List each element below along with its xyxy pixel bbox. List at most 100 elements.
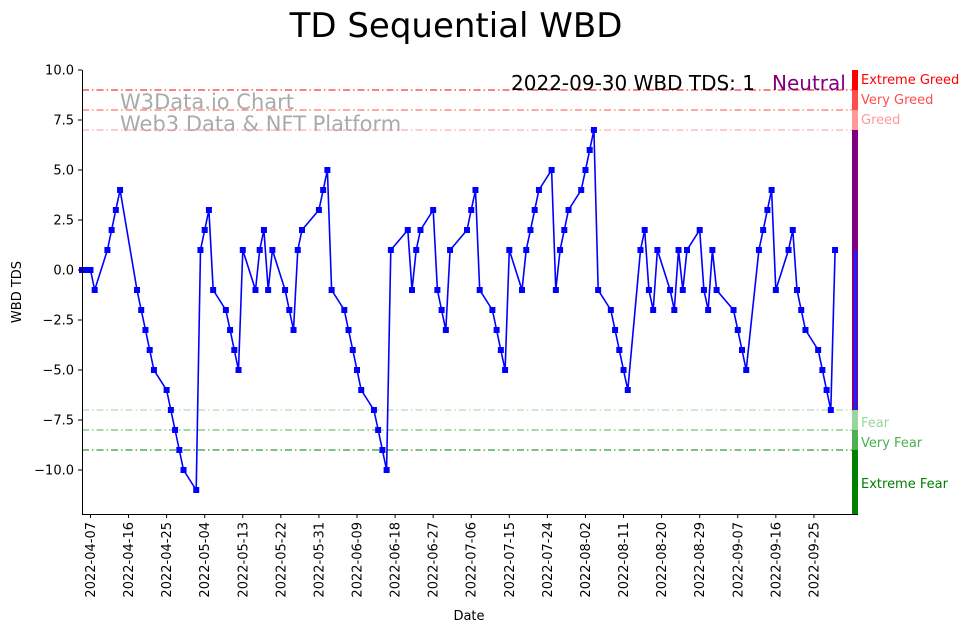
- x-tick-label: 2022-05-31: [312, 522, 327, 598]
- y-tick-label: 5.0: [53, 164, 74, 179]
- data-point: [138, 307, 145, 313]
- level-label: Extreme Fear: [861, 477, 949, 492]
- data-point: [624, 387, 631, 393]
- data-point: [595, 287, 602, 293]
- data-point: [641, 227, 648, 233]
- data-point: [146, 347, 153, 353]
- x-tick-label: 2022-08-02: [579, 522, 594, 598]
- data-point: [108, 227, 115, 233]
- data-point: [413, 247, 420, 253]
- level-label: Very Fear: [861, 436, 923, 451]
- data-point: [163, 387, 170, 393]
- data-point: [832, 247, 839, 253]
- data-point: [345, 327, 352, 333]
- data-point: [299, 227, 305, 233]
- data-point: [654, 247, 661, 253]
- data-point: [260, 227, 267, 233]
- data-point: [193, 487, 200, 493]
- sidebar-current-marker: [854, 250, 857, 410]
- data-point: [772, 287, 779, 293]
- data-point: [294, 247, 301, 253]
- data-point: [197, 247, 204, 253]
- y-tick-label: −10.0: [34, 464, 74, 479]
- data-point: [565, 207, 572, 213]
- data-point: [265, 287, 272, 293]
- x-tick-label: 2022-09-16: [769, 522, 784, 598]
- y-ticks: 10.0 7.5 5.0 2.5 0.0 −2.5 −5.0 −7.5 −10.0: [34, 64, 82, 479]
- x-tick-label: 2022-04-25: [160, 522, 175, 598]
- data-point: [730, 307, 737, 313]
- x-tick-label: 2022-04-07: [84, 522, 99, 598]
- x-axis-label: Date: [453, 609, 484, 624]
- data-point: [227, 327, 234, 333]
- data-point: [150, 367, 157, 373]
- y-tick-label: −5.0: [42, 364, 74, 379]
- data-point: [379, 447, 386, 453]
- data-point: [709, 247, 716, 253]
- data-point: [523, 247, 530, 253]
- data-point: [552, 287, 559, 293]
- data-point: [269, 247, 276, 253]
- data-point: [489, 307, 496, 313]
- x-tick-label: 2022-05-13: [236, 522, 251, 598]
- sidebar-band: [852, 90, 858, 110]
- data-point: [675, 247, 682, 253]
- data-point: [815, 347, 822, 353]
- x-tick-label: 2022-07-24: [541, 522, 556, 598]
- data-point: [235, 367, 242, 373]
- data-point: [387, 247, 394, 253]
- data-point: [239, 247, 246, 253]
- chart-title: TD Sequential WBD: [289, 6, 623, 46]
- data-point: [91, 287, 98, 293]
- data-point: [112, 207, 119, 213]
- level-label: Very Greed: [861, 93, 933, 108]
- y-tick-label: 2.5: [53, 214, 74, 229]
- data-point: [472, 187, 479, 193]
- data-point: [201, 227, 208, 233]
- sidebar-band: [852, 410, 858, 430]
- data-point: [798, 307, 805, 313]
- data-point: [282, 287, 289, 293]
- y-tick-label: −2.5: [42, 314, 74, 329]
- x-tick-label: 2022-06-27: [427, 522, 442, 598]
- data-point: [705, 307, 712, 313]
- x-tick-label: 2022-06-09: [351, 522, 366, 598]
- x-tick-label: 2022-08-20: [655, 522, 670, 598]
- data-point: [117, 187, 124, 193]
- data-point: [324, 167, 331, 173]
- data-point: [794, 287, 800, 293]
- data-point: [290, 327, 297, 333]
- data-point: [447, 247, 454, 253]
- x-tick-label: 2022-07-06: [465, 522, 480, 598]
- sidebar-band: [852, 110, 858, 130]
- data-point: [349, 347, 356, 353]
- data-point: [341, 307, 348, 313]
- sidebar-band: [852, 430, 858, 450]
- annotation-status: Neutral: [772, 71, 846, 95]
- data-point: [104, 247, 111, 253]
- data-point: [578, 187, 585, 193]
- data-point: [671, 307, 678, 313]
- data-point: [252, 287, 259, 293]
- data-point: [679, 287, 686, 293]
- data-point: [548, 167, 555, 173]
- watermark-line-1: W3Data.io Chart: [120, 90, 294, 114]
- data-point: [802, 327, 809, 333]
- data-point: [286, 307, 293, 313]
- data-point: [739, 347, 745, 353]
- data-point: [760, 227, 767, 233]
- data-point: [743, 367, 750, 373]
- data-point: [696, 227, 703, 233]
- data-point: [764, 207, 771, 213]
- x-tick-label: 2022-07-15: [503, 522, 518, 598]
- data-point: [823, 387, 830, 393]
- axes: [82, 70, 858, 515]
- data-point: [430, 207, 437, 213]
- data-point: [409, 287, 415, 293]
- x-tick-label: 2022-09-07: [731, 522, 746, 598]
- data-point: [358, 387, 365, 393]
- data-point: [531, 207, 538, 213]
- data-point: [684, 247, 690, 253]
- data-point: [468, 207, 475, 213]
- x-tick-label: 2022-08-11: [617, 522, 632, 598]
